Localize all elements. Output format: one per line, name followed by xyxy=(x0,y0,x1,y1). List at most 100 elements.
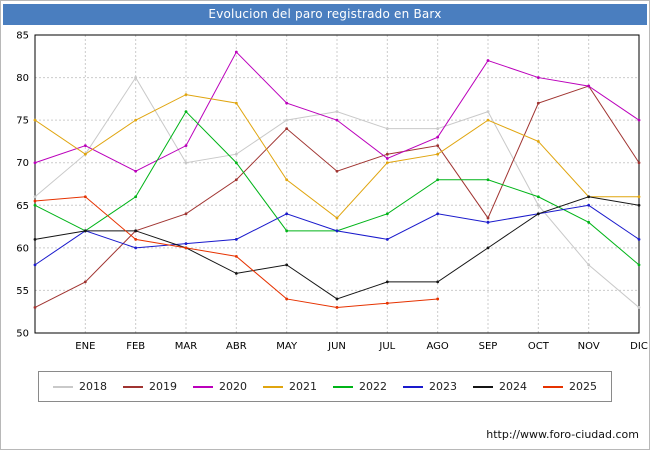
x-tick-label: NOV xyxy=(578,341,600,352)
data-point-2021 xyxy=(134,118,138,122)
line-chart: 50 55 60 65 70 75 80 85 ENE FEB MAR ABR MAY JUN JUL AGO… xyxy=(16,31,648,353)
data-point-2023 xyxy=(436,212,440,216)
legend-swatch-2025 xyxy=(543,385,563,388)
data-point-2019 xyxy=(285,127,289,131)
data-point-2024 xyxy=(33,237,37,241)
data-point-2023 xyxy=(33,263,37,267)
data-point-2024 xyxy=(134,229,138,233)
chart-title-bar: Evolucion del paro registrado en Barx xyxy=(3,4,647,25)
x-tick-label: MAR xyxy=(175,341,197,352)
data-point-2021 xyxy=(184,93,188,96)
data-point-2022 xyxy=(486,178,490,182)
data-point-2025 xyxy=(33,199,37,203)
data-point-2019 xyxy=(234,178,238,182)
data-point-2024 xyxy=(385,280,389,284)
legend-swatch-2023 xyxy=(403,385,423,388)
data-point-2023 xyxy=(285,212,289,216)
legend-label-2021: 2021 xyxy=(289,380,317,393)
data-point-2024 xyxy=(486,246,490,250)
data-point-2022 xyxy=(134,195,138,199)
data-point-2024 xyxy=(637,203,641,207)
chart-title: Evolucion del paro registrado en Barx xyxy=(208,7,442,21)
data-point-2023 xyxy=(637,237,641,241)
x-tick-label: MAY xyxy=(276,341,298,352)
legend-item-2019: 2019 xyxy=(123,380,177,393)
y-tick-label: 85 xyxy=(16,31,29,42)
data-point-2023 xyxy=(184,242,188,246)
data-point-2019 xyxy=(184,212,188,216)
data-point-2025 xyxy=(335,306,339,309)
footer-url[interactable]: http://www.foro-ciudad.com xyxy=(486,428,639,441)
data-point-2020 xyxy=(385,157,389,160)
x-tick-label: FEB xyxy=(126,341,145,352)
data-point-2024 xyxy=(436,280,440,284)
data-point-2023 xyxy=(134,246,138,250)
legend-label-2019: 2019 xyxy=(149,380,177,393)
data-point-2025 xyxy=(436,297,440,301)
x-tick-label: SEP xyxy=(479,341,498,352)
y-tick-label: 65 xyxy=(16,201,29,212)
legend-item-2021: 2021 xyxy=(263,380,317,393)
y-tick-label: 60 xyxy=(16,243,29,254)
legend-label-2022: 2022 xyxy=(359,380,387,393)
data-point-2023 xyxy=(234,237,238,241)
data-point-2023 xyxy=(385,237,389,241)
data-point-2025 xyxy=(385,301,389,305)
data-point-2020 xyxy=(83,144,87,148)
data-point-2021 xyxy=(436,152,440,156)
data-point-2020 xyxy=(637,118,641,122)
data-point-2018 xyxy=(234,152,238,156)
data-point-2024 xyxy=(285,263,289,267)
data-point-2023 xyxy=(335,229,339,233)
data-point-2024 xyxy=(234,272,238,275)
legend-label-2018: 2018 xyxy=(79,380,107,393)
data-point-2023 xyxy=(486,220,490,224)
plot-border xyxy=(34,34,640,334)
legend-item-2023: 2023 xyxy=(403,380,457,393)
data-point-2019 xyxy=(385,152,389,156)
legend-item-2020: 2020 xyxy=(193,380,247,393)
data-point-2024 xyxy=(335,297,339,301)
data-point-2020 xyxy=(285,101,289,105)
x-tick-label: OCT xyxy=(528,341,550,352)
data-point-2022 xyxy=(184,110,188,114)
data-point-2020 xyxy=(436,135,440,139)
data-point-2018 xyxy=(335,110,339,114)
data-point-2018 xyxy=(637,306,641,309)
data-point-2022 xyxy=(536,195,540,199)
legend-item-2025: 2025 xyxy=(543,380,597,393)
data-point-2019 xyxy=(436,144,440,148)
data-point-2018 xyxy=(134,76,138,79)
data-point-2022 xyxy=(234,161,238,165)
data-point-2020 xyxy=(234,50,238,54)
data-point-2024 xyxy=(536,212,540,216)
data-point-2019 xyxy=(486,216,490,220)
x-tick-label: JUN xyxy=(327,341,346,352)
data-point-2019 xyxy=(33,306,37,309)
data-point-2025 xyxy=(184,246,188,250)
data-point-2021 xyxy=(385,161,389,165)
data-point-2021 xyxy=(536,140,540,143)
data-point-2020 xyxy=(184,144,188,148)
data-point-2021 xyxy=(83,152,87,156)
x-tick-label: DIC xyxy=(630,341,648,352)
data-point-2021 xyxy=(234,101,238,105)
data-point-2018 xyxy=(184,161,188,165)
data-point-2022 xyxy=(436,178,440,182)
data-point-2025 xyxy=(285,297,289,301)
legend-swatch-2021 xyxy=(263,385,283,388)
data-point-2022 xyxy=(285,229,289,233)
data-point-2025 xyxy=(83,195,87,199)
legend-swatch-2019 xyxy=(123,385,143,388)
data-point-2020 xyxy=(486,59,490,62)
legend: 2018 2019 2020 2021 2022 2023 2024 2025 xyxy=(38,371,612,402)
data-point-2019 xyxy=(83,280,87,284)
legend-label-2023: 2023 xyxy=(429,380,457,393)
y-tick-label: 70 xyxy=(16,158,29,169)
legend-item-2024: 2024 xyxy=(473,380,527,393)
data-point-2020 xyxy=(587,84,591,88)
y-tick-label: 55 xyxy=(16,286,29,297)
data-point-2018 xyxy=(33,195,37,199)
data-point-2024 xyxy=(587,195,591,199)
